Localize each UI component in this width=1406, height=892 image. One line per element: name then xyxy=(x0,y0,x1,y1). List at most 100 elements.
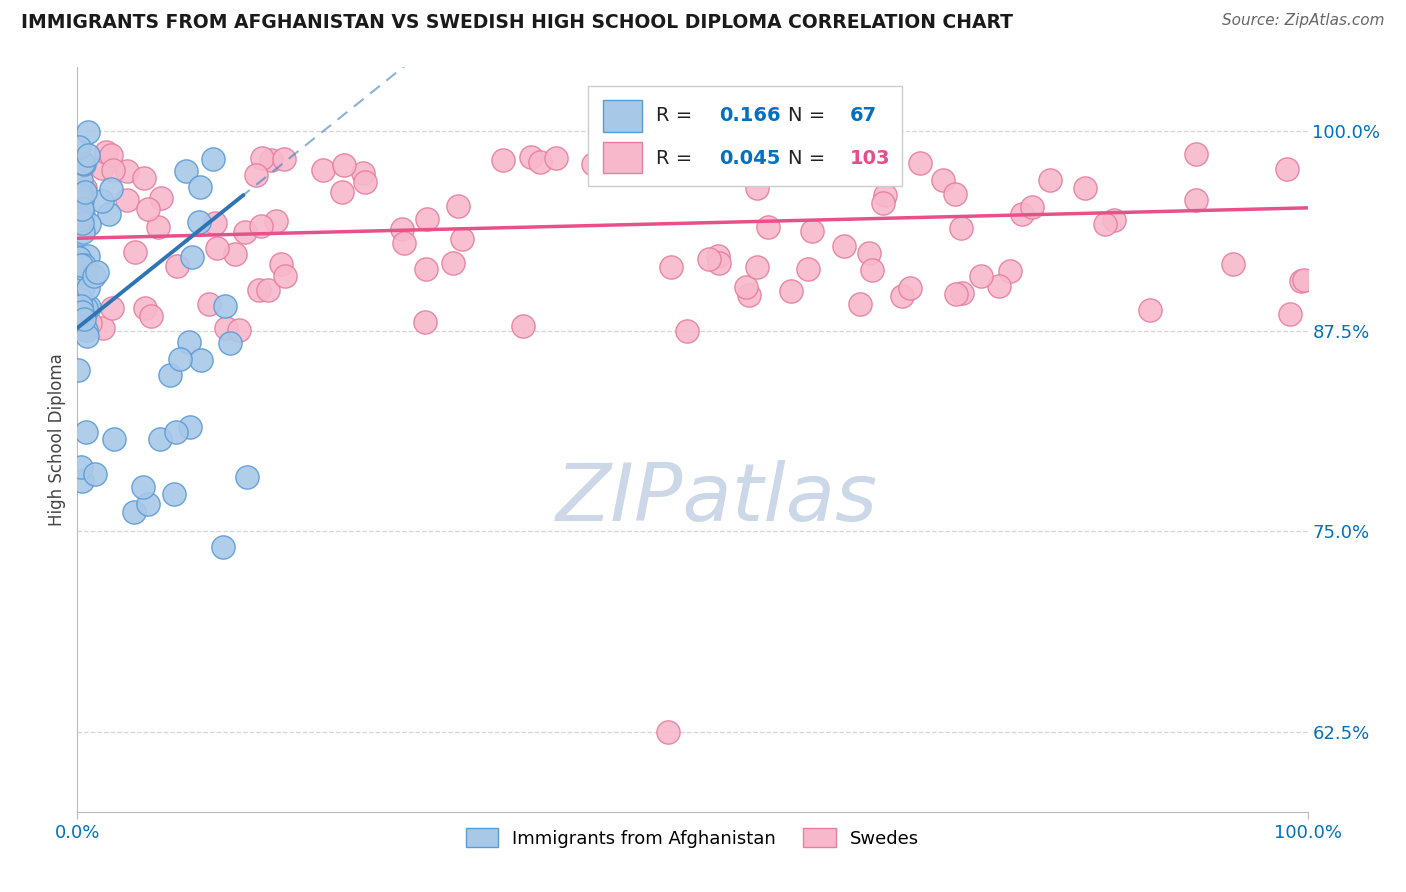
Point xyxy=(93,321,115,335)
Point xyxy=(270,257,292,271)
Point xyxy=(353,175,375,189)
FancyBboxPatch shape xyxy=(603,101,643,132)
Point xyxy=(86,265,108,279)
Point xyxy=(932,172,955,186)
Point xyxy=(187,215,209,229)
Point xyxy=(250,219,273,233)
Point xyxy=(970,268,993,283)
Point xyxy=(79,316,101,330)
Point xyxy=(529,154,551,169)
Text: N =: N = xyxy=(789,149,832,168)
Point xyxy=(224,247,246,261)
Point xyxy=(862,262,884,277)
Point xyxy=(707,249,730,263)
Point xyxy=(180,250,202,264)
Point xyxy=(77,125,100,139)
Point xyxy=(100,147,122,161)
Point xyxy=(138,497,160,511)
Point xyxy=(72,208,94,222)
Point xyxy=(177,334,200,349)
Point xyxy=(311,163,333,178)
Point xyxy=(75,319,97,334)
Point xyxy=(950,221,973,235)
Point xyxy=(890,289,912,303)
Point xyxy=(1021,200,1043,214)
Point xyxy=(1185,194,1208,208)
Point xyxy=(69,209,91,223)
Point xyxy=(134,301,156,316)
Point xyxy=(66,266,89,280)
Point xyxy=(69,292,91,306)
Point xyxy=(1038,173,1060,187)
Point xyxy=(1275,161,1298,176)
Point xyxy=(73,258,96,272)
Point xyxy=(236,470,259,484)
Point xyxy=(70,299,93,313)
Point xyxy=(250,151,273,165)
Point xyxy=(659,260,682,274)
Point xyxy=(950,286,973,301)
Point xyxy=(1289,274,1312,288)
Point xyxy=(77,217,100,231)
Point xyxy=(228,323,250,337)
Point xyxy=(676,324,699,338)
Text: 67: 67 xyxy=(851,106,877,125)
Point xyxy=(103,432,125,446)
Point xyxy=(149,432,172,446)
Point xyxy=(70,216,93,230)
Point xyxy=(73,312,96,326)
Point xyxy=(1139,302,1161,317)
Text: R =: R = xyxy=(655,106,697,125)
Point xyxy=(249,283,271,297)
Point xyxy=(72,209,94,223)
Point xyxy=(77,301,100,315)
Point xyxy=(179,420,201,434)
Point xyxy=(391,221,413,235)
Point xyxy=(70,282,93,296)
Point xyxy=(872,196,894,211)
Point xyxy=(352,166,374,180)
Point xyxy=(67,251,90,265)
Point xyxy=(169,351,191,366)
Point xyxy=(801,224,824,238)
Point xyxy=(943,186,966,201)
Legend: Immigrants from Afghanistan, Swedes: Immigrants from Afghanistan, Swedes xyxy=(458,821,927,855)
Point xyxy=(77,148,100,162)
Point xyxy=(163,487,186,501)
Point xyxy=(582,157,605,171)
Point xyxy=(76,281,98,295)
Point xyxy=(519,149,541,163)
Point xyxy=(492,153,515,168)
Text: ZIPatlas: ZIPatlas xyxy=(555,460,879,538)
Point xyxy=(70,475,93,489)
Point xyxy=(97,207,120,221)
Text: 103: 103 xyxy=(851,149,890,168)
Point xyxy=(66,194,89,208)
Point xyxy=(124,245,146,260)
Point xyxy=(75,270,97,285)
Point xyxy=(848,297,870,311)
Text: N =: N = xyxy=(789,106,832,125)
Point xyxy=(1011,207,1033,221)
Point xyxy=(415,262,437,277)
Point xyxy=(998,264,1021,278)
Point xyxy=(165,425,187,440)
Point xyxy=(70,305,93,319)
Point xyxy=(75,323,97,337)
Point xyxy=(202,152,225,166)
Point xyxy=(1102,213,1125,227)
Point xyxy=(90,161,112,175)
Point xyxy=(219,335,242,350)
Point xyxy=(75,186,97,200)
Point xyxy=(858,246,880,260)
Point xyxy=(101,163,124,178)
Point xyxy=(69,258,91,272)
Point xyxy=(1073,180,1095,194)
Point xyxy=(69,213,91,227)
Point xyxy=(70,188,93,202)
Point xyxy=(70,260,93,275)
Point xyxy=(83,268,105,283)
Point xyxy=(91,194,114,209)
Point xyxy=(441,256,464,270)
Point xyxy=(69,188,91,202)
